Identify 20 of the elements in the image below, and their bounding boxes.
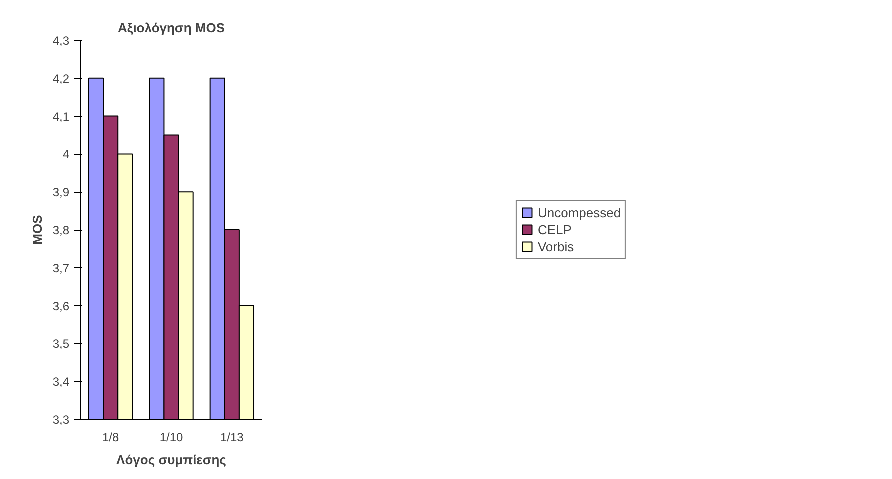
y-tick-label: 3,4 bbox=[52, 375, 70, 390]
y-axis-title: MOS bbox=[30, 214, 45, 245]
y-tick-label: 3,3 bbox=[52, 413, 70, 427]
y-tick-label: 4,2 bbox=[52, 72, 70, 86]
y-tick-label: 4 bbox=[62, 148, 70, 162]
chart-title: Αξιολόγηση MOS bbox=[118, 20, 226, 36]
x-tick-label: 1/13 bbox=[220, 430, 244, 444]
y-tick-label: 3,6 bbox=[52, 299, 70, 314]
y-tick-label: 3,5 bbox=[52, 337, 70, 352]
y-tick-label: 3,9 bbox=[52, 186, 70, 200]
x-tick-label: 1/8 bbox=[102, 430, 120, 444]
legend-label: CELP bbox=[538, 222, 572, 237]
legend-label: Uncompessed bbox=[538, 205, 622, 220]
x-axis-title: Λόγος συμπίεσης bbox=[116, 452, 227, 468]
y-tick-label: 3,8 bbox=[52, 224, 70, 238]
y-tick-label: 4,3 bbox=[52, 34, 70, 48]
y-tick-label: 3,7 bbox=[52, 261, 70, 276]
legend-label: Vorbis bbox=[538, 239, 574, 254]
y-tick-label: 4,1 bbox=[52, 110, 70, 124]
x-tick-label: 1/10 bbox=[160, 430, 184, 444]
